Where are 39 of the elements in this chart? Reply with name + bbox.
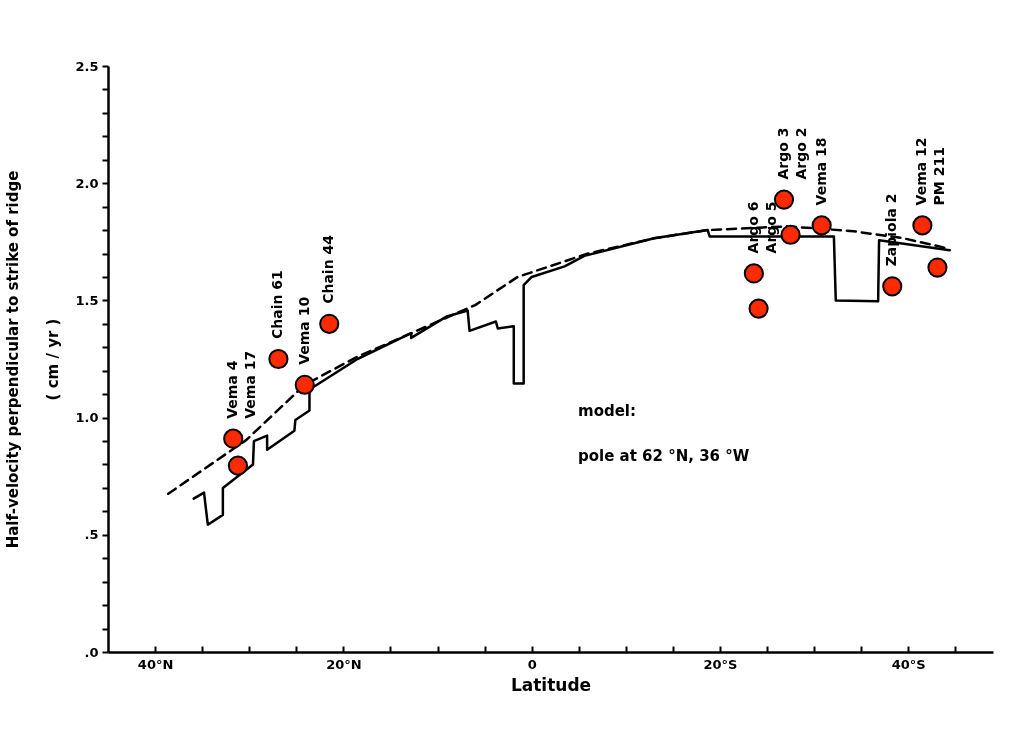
point bbox=[268, 348, 289, 370]
y-tick-label: 2.0 bbox=[75, 175, 99, 191]
x-tick-label: 20°S bbox=[703, 656, 738, 672]
annotation: Chain 61 bbox=[269, 270, 286, 339]
point bbox=[912, 215, 933, 236]
annotation: Chain 44 bbox=[320, 234, 337, 304]
point bbox=[927, 257, 948, 278]
y-tick-label: 1.0 bbox=[75, 410, 99, 426]
annotation: PM 211 bbox=[931, 147, 948, 206]
point bbox=[319, 313, 340, 334]
y-tick-label: 1.5 bbox=[75, 292, 99, 308]
annotation: Vema 10 bbox=[295, 296, 312, 365]
point bbox=[748, 298, 769, 319]
annotation: pole at 62 °N, 36 °W bbox=[578, 447, 750, 465]
annotation: Vema 4 bbox=[224, 360, 241, 419]
point bbox=[227, 455, 249, 476]
y-tick-label: .0 bbox=[84, 644, 99, 660]
x-tick-label: 40°N bbox=[137, 656, 174, 672]
y-tick-label: 2.5 bbox=[75, 58, 99, 74]
annotation: Vema 18 bbox=[812, 137, 829, 206]
point bbox=[743, 263, 764, 284]
point bbox=[811, 215, 832, 236]
x-tick-label: 0 bbox=[527, 656, 537, 672]
x-axis-title: Latitude bbox=[510, 674, 592, 695]
annotation: model: bbox=[578, 402, 636, 420]
x-tick-label: 20°N bbox=[326, 656, 362, 672]
y-tick-label: .5 bbox=[84, 527, 99, 543]
annotation: Vema 12 bbox=[913, 137, 930, 206]
point bbox=[223, 428, 244, 449]
annotation: Argo 5 bbox=[762, 201, 779, 254]
point bbox=[780, 224, 801, 245]
point bbox=[882, 276, 903, 297]
point bbox=[294, 374, 315, 395]
annotation: Zapiola 2 bbox=[883, 193, 900, 267]
annotation: Argo 2 bbox=[792, 127, 809, 180]
annotation: Argo 3 bbox=[774, 127, 791, 180]
text: Half-velocity perpendicular to strike of ridge ( cm / yr ) bbox=[4, 170, 63, 549]
annotation: Vema 17 bbox=[242, 350, 259, 419]
x-tick-label: 40°S bbox=[891, 656, 926, 672]
